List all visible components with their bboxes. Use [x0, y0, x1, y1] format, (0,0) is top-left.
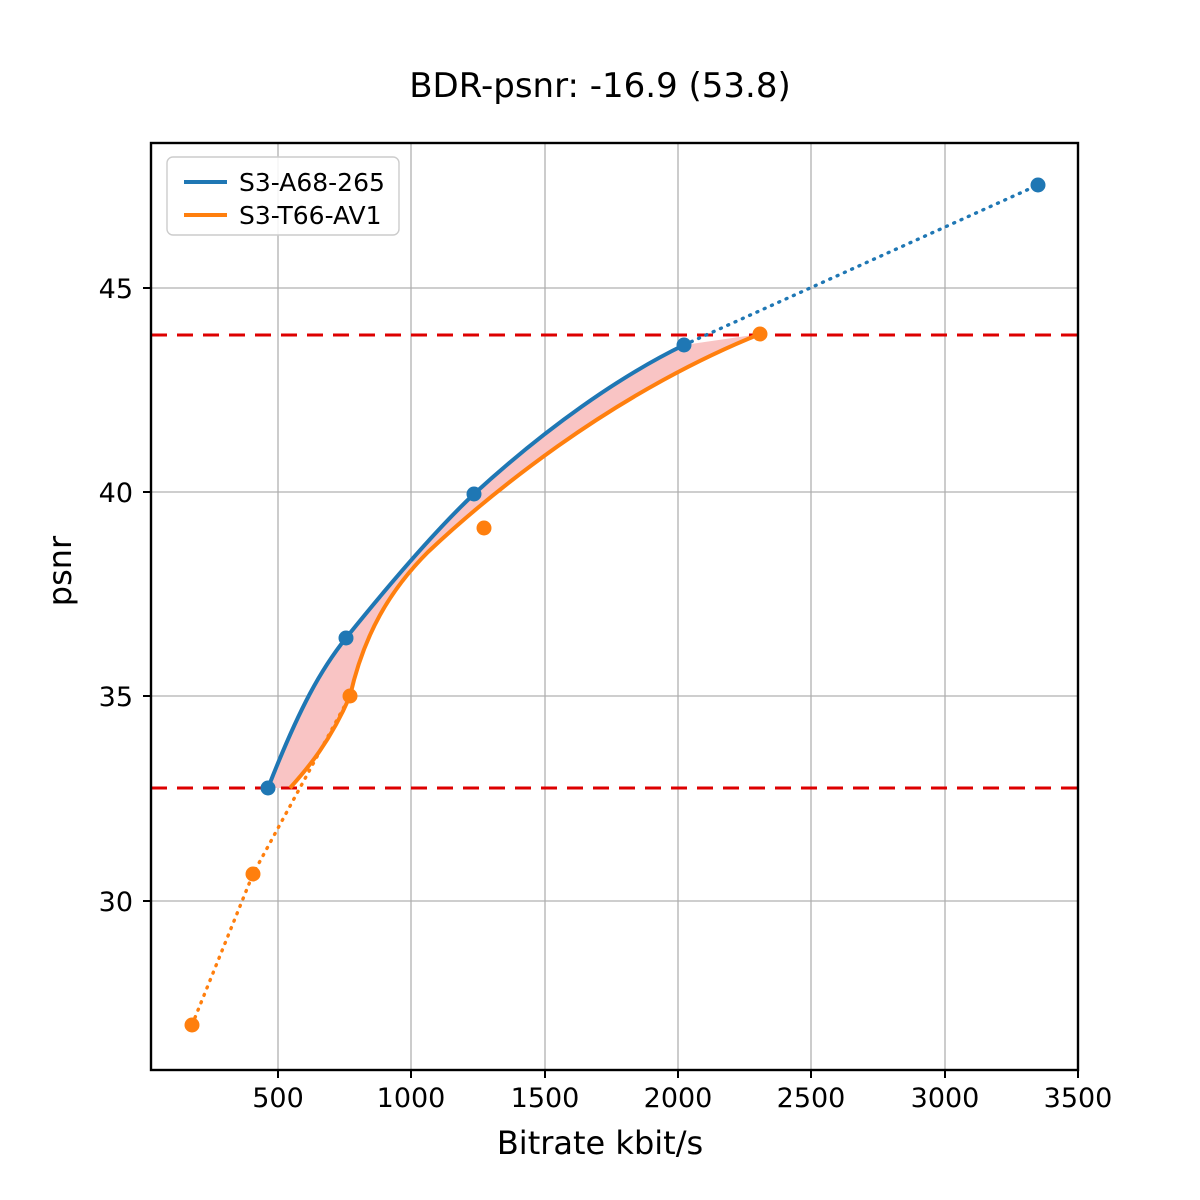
x-tick-label: 1500	[511, 1083, 580, 1114]
data-point	[184, 1017, 200, 1033]
series-blue-line	[266, 343, 685, 789]
series-orange-markers	[184, 326, 768, 1033]
data-point	[466, 486, 482, 502]
y-tick-labels: 30 35 40 45	[99, 274, 133, 918]
legend-label-orange: S3-T66-AV1	[239, 201, 382, 230]
x-tick-label: 2000	[644, 1083, 713, 1114]
data-point	[476, 520, 492, 536]
x-tick-label: 1000	[377, 1083, 446, 1114]
x-tick-labels: 500 1000 1500 2000 2500 3000 3500	[252, 1083, 1112, 1114]
x-tick-label: 3000	[911, 1083, 980, 1114]
data-point	[245, 866, 261, 882]
data-point	[676, 337, 692, 353]
series-orange-line	[288, 332, 761, 790]
series-blue-markers	[260, 177, 1046, 796]
data-point	[752, 326, 768, 342]
bd-rate-fill-region	[268, 334, 760, 788]
chart-title: BDR-psnr: -16.9 (53.8)	[409, 66, 791, 106]
x-tick-marks	[277, 1070, 1079, 1078]
series-blue-dotted	[682, 183, 1040, 347]
x-tick-label: 2500	[777, 1083, 846, 1114]
data-point	[342, 688, 358, 704]
axes-spines	[149, 141, 1080, 1072]
y-tick-label: 45	[99, 274, 133, 305]
plot-background	[151, 143, 1078, 1070]
y-gridlines	[151, 287, 1078, 902]
y-tick-label: 30	[99, 887, 133, 918]
data-point	[1030, 177, 1046, 193]
y-tick-marks	[143, 287, 151, 902]
x-tick-label: 500	[252, 1083, 304, 1114]
legend: S3-A68-265 S3-T66-AV1	[166, 156, 400, 236]
x-axis-label: Bitrate kbit/s	[496, 1124, 704, 1162]
y-tick-label: 40	[99, 478, 133, 509]
data-point	[338, 630, 354, 646]
x-tick-label: 3500	[1044, 1083, 1113, 1114]
data-point	[260, 780, 276, 796]
legend-label-blue: S3-A68-265	[239, 168, 385, 197]
y-tick-label: 35	[99, 682, 133, 713]
